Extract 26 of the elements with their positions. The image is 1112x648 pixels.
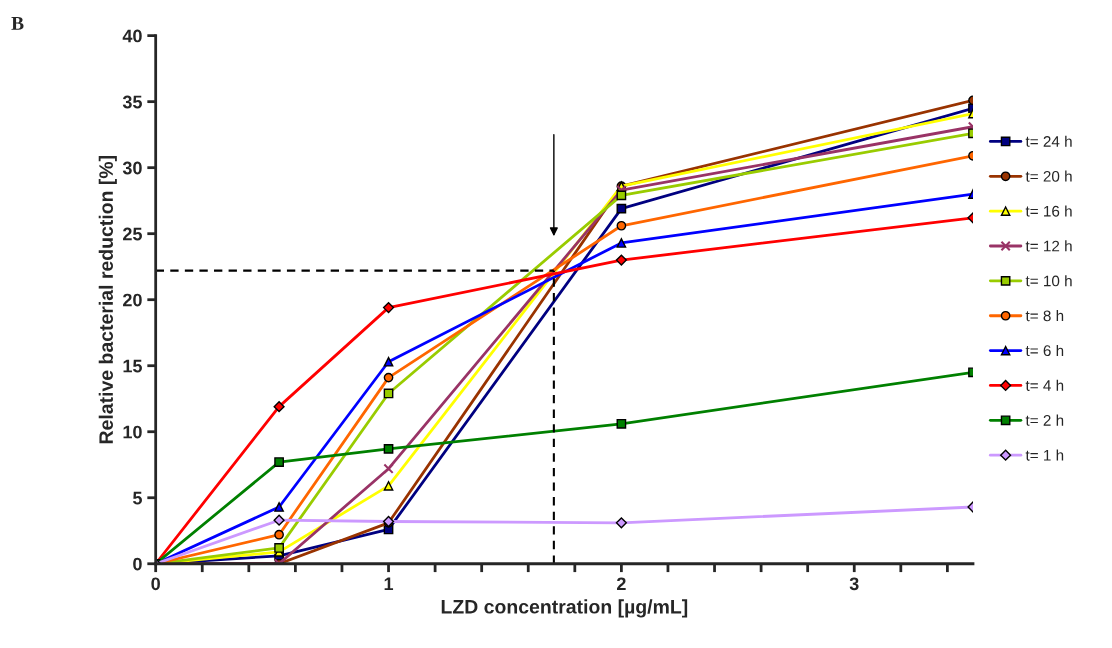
y-tick-label: 25 [123,227,142,241]
x-tick-label: 3 [849,577,859,591]
legend-label: t= 24 h [1025,135,1072,147]
x-tick-label: 2 [617,577,626,591]
legend-label: t= 8 h [1025,310,1064,322]
legend-label: t= 2 h [1025,414,1064,426]
x-axis-title: LZD concentration [µg/mL] [441,599,688,618]
x-tick-label: 0 [151,577,160,591]
legend-label: t= 12 h [1025,240,1072,252]
y-tick-label: 35 [122,95,142,109]
y-tick-label: 0 [133,557,142,571]
x-tick-label: 1 [384,577,394,591]
legend-label: t= 10 h [1025,275,1072,287]
text: B [11,16,24,30]
legend-label: t= 4 h [1025,379,1064,391]
y-axis-title: Relative bacterial reduction [%] [98,155,117,444]
legend-label: t= 16 h [1025,205,1072,217]
y-tick-label: 30 [122,161,142,175]
y-tick-label: 10 [123,425,142,439]
legend-label: t= 6 h [1025,344,1064,357]
legend-label: t= 1 h [1025,449,1064,461]
legend-label: t= 20 h [1025,170,1072,182]
y-tick-label: 20 [123,293,142,307]
y-tick-label: 5 [133,491,142,505]
y-tick-label: 15 [123,359,142,373]
y-tick-label: 40 [122,29,142,43]
